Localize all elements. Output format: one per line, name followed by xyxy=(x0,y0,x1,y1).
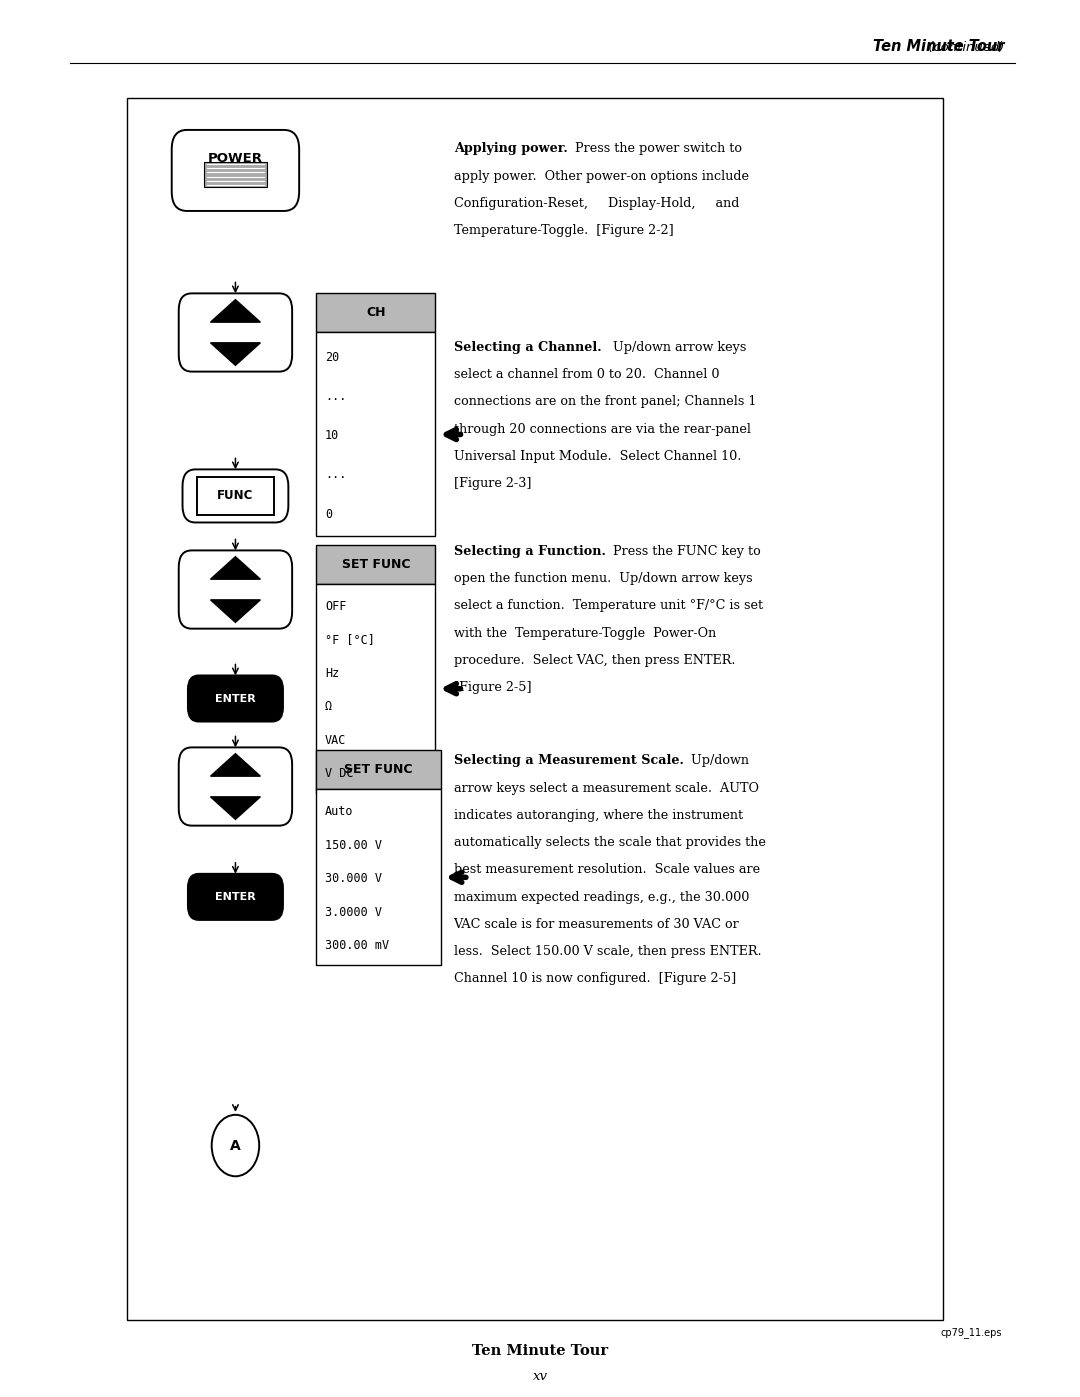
Text: Selecting a Channel.: Selecting a Channel. xyxy=(454,341,602,353)
Text: SET FUNC: SET FUNC xyxy=(341,557,410,571)
Text: Applying power.: Applying power. xyxy=(454,142,567,155)
Text: Up/down: Up/down xyxy=(684,754,750,767)
Text: 150.00 V: 150.00 V xyxy=(325,838,382,852)
Text: SET FUNC: SET FUNC xyxy=(345,763,413,777)
FancyBboxPatch shape xyxy=(188,676,283,722)
Text: automatically selects the scale that provides the: automatically selects the scale that pro… xyxy=(454,835,766,849)
Text: Auto: Auto xyxy=(325,805,353,819)
Text: °F [°C]: °F [°C] xyxy=(325,633,375,647)
FancyBboxPatch shape xyxy=(316,545,435,584)
Text: ENTER: ENTER xyxy=(215,693,256,704)
Text: 10: 10 xyxy=(325,429,339,443)
Text: 20: 20 xyxy=(325,351,339,365)
Text: best measurement resolution.  Scale values are: best measurement resolution. Scale value… xyxy=(454,863,759,876)
Text: FUNC: FUNC xyxy=(217,489,254,503)
Text: Channel 10 is now configured.  [Figure 2-5]: Channel 10 is now configured. [Figure 2-… xyxy=(454,972,735,985)
Text: Hz: Hz xyxy=(325,666,339,680)
Text: Ten Minute Tour: Ten Minute Tour xyxy=(873,39,1004,54)
Text: maximum expected readings, e.g., the 30.000: maximum expected readings, e.g., the 30.… xyxy=(454,891,748,904)
Text: Selecting a Measurement Scale.: Selecting a Measurement Scale. xyxy=(454,754,684,767)
Text: 30.000 V: 30.000 V xyxy=(325,872,382,886)
FancyBboxPatch shape xyxy=(316,584,435,793)
Text: indicates autoranging, where the instrument: indicates autoranging, where the instrum… xyxy=(454,809,743,821)
Text: [Figure 2-5]: [Figure 2-5] xyxy=(454,682,531,694)
Polygon shape xyxy=(211,299,260,323)
Text: V DC: V DC xyxy=(325,767,353,781)
Text: select a channel from 0 to 20.  Channel 0: select a channel from 0 to 20. Channel 0 xyxy=(454,369,719,381)
Text: Selecting a Function.: Selecting a Function. xyxy=(454,545,606,557)
Text: select a function.  Temperature unit °F/°C is set: select a function. Temperature unit °F/°… xyxy=(454,599,762,612)
FancyBboxPatch shape xyxy=(316,293,435,332)
FancyBboxPatch shape xyxy=(316,332,435,536)
Text: 3.0000 V: 3.0000 V xyxy=(325,905,382,919)
Text: Universal Input Module.  Select Channel 10.: Universal Input Module. Select Channel 1… xyxy=(454,450,741,462)
Text: cp79_11.eps: cp79_11.eps xyxy=(941,1327,1002,1338)
Text: VAC: VAC xyxy=(325,733,347,747)
Polygon shape xyxy=(211,796,260,820)
Text: ...: ... xyxy=(325,468,347,482)
Text: Ω: Ω xyxy=(325,700,333,714)
Text: Configuration-Reset,     Display-Hold,     and: Configuration-Reset, Display-Hold, and xyxy=(454,197,739,210)
FancyBboxPatch shape xyxy=(316,750,441,789)
Polygon shape xyxy=(211,599,260,623)
Text: with the  Temperature-Toggle  Power-On: with the Temperature-Toggle Power-On xyxy=(454,626,716,640)
Text: 0: 0 xyxy=(325,507,333,521)
Text: less.  Select 150.00 V scale, then press ENTER.: less. Select 150.00 V scale, then press … xyxy=(454,944,761,958)
Text: POWER: POWER xyxy=(208,152,262,165)
FancyBboxPatch shape xyxy=(179,293,293,372)
FancyBboxPatch shape xyxy=(172,130,299,211)
FancyBboxPatch shape xyxy=(204,162,268,187)
Polygon shape xyxy=(211,342,260,366)
Text: through 20 connections are via the rear-panel: through 20 connections are via the rear-… xyxy=(454,422,751,436)
Text: VAC scale is for measurements of 30 VAC or: VAC scale is for measurements of 30 VAC … xyxy=(454,918,740,930)
FancyBboxPatch shape xyxy=(316,789,441,965)
Text: procedure.  Select VAC, then press ENTER.: procedure. Select VAC, then press ENTER. xyxy=(454,654,735,666)
FancyBboxPatch shape xyxy=(127,98,943,1320)
Text: ENTER: ENTER xyxy=(215,891,256,902)
Text: OFF: OFF xyxy=(325,599,347,613)
FancyBboxPatch shape xyxy=(183,469,288,522)
Text: xv: xv xyxy=(532,1370,548,1383)
Text: Temperature-Toggle.  [Figure 2-2]: Temperature-Toggle. [Figure 2-2] xyxy=(454,224,673,237)
Text: Press the power switch to: Press the power switch to xyxy=(567,142,742,155)
Text: Press the FUNC key to: Press the FUNC key to xyxy=(606,545,761,557)
Text: apply power.  Other power-on options include: apply power. Other power-on options incl… xyxy=(454,170,748,183)
FancyBboxPatch shape xyxy=(179,747,293,826)
Text: [Figure 2-3]: [Figure 2-3] xyxy=(454,478,531,490)
Text: ...: ... xyxy=(325,390,347,404)
FancyBboxPatch shape xyxy=(198,476,273,515)
Text: 300.00 mV: 300.00 mV xyxy=(325,939,389,953)
Text: arrow keys select a measurement scale.  AUTO: arrow keys select a measurement scale. A… xyxy=(454,782,758,795)
Text: A: A xyxy=(230,1139,241,1153)
Polygon shape xyxy=(211,753,260,777)
Polygon shape xyxy=(211,556,260,580)
FancyBboxPatch shape xyxy=(188,875,283,921)
Text: Up/down arrow keys: Up/down arrow keys xyxy=(602,341,746,353)
Text: Ten Minute Tour: Ten Minute Tour xyxy=(472,1344,608,1358)
Text: CH: CH xyxy=(366,306,386,320)
Text: (continued): (continued) xyxy=(788,42,1004,54)
FancyBboxPatch shape xyxy=(179,550,293,629)
Text: connections are on the front panel; Channels 1: connections are on the front panel; Chan… xyxy=(454,395,756,408)
Text: open the function menu.  Up/down arrow keys: open the function menu. Up/down arrow ke… xyxy=(454,573,753,585)
